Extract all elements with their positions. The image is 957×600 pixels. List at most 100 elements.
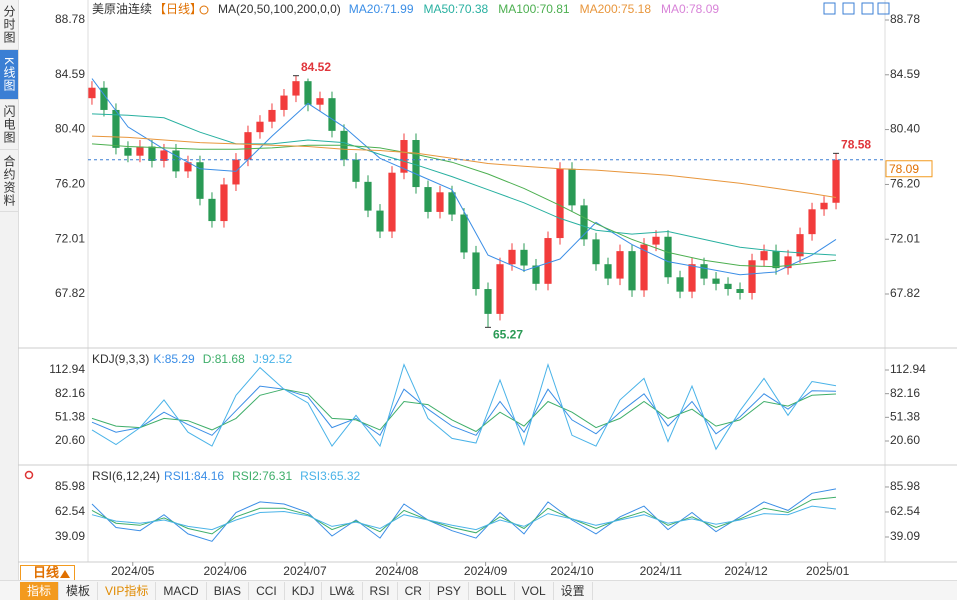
candle-body <box>244 132 252 160</box>
icon[interactable] <box>842 2 855 15</box>
chart: 2024/05 2024/06 2024/07 2024/08 2024/09 2024/… <box>18 0 957 578</box>
pane-title: RSI(6,12,24) <box>92 469 160 483</box>
candle-body <box>556 168 564 239</box>
ma-label: MA(20,50,100,200,0,0) <box>218 2 341 16</box>
y-tick-label: 88.78 <box>890 12 920 26</box>
indicator-toolbar: 指标 模板 VIP指标 MACD BIAS CCI KDJ LW& RSI CR PSY BOLL VO… <box>0 580 957 600</box>
x-tick-label: 2024/08 <box>375 564 419 578</box>
candle-body <box>292 81 300 96</box>
toolbar-tab[interactable]: 指标 <box>20 581 60 600</box>
candle-body <box>580 205 588 240</box>
candle-body <box>388 172 396 232</box>
extreme-label: 78.58 <box>841 138 871 152</box>
icon[interactable] <box>823 2 836 15</box>
legend-entry: MA20:71.99 <box>349 2 414 16</box>
toolbar-tab[interactable]: LW& <box>322 581 363 600</box>
sidebar: 分时图 K线图 闪电图 合约资料 <box>0 0 19 580</box>
candle-body <box>436 192 444 212</box>
candle-body <box>532 265 540 284</box>
y-tick-label: 85.98 <box>55 479 85 493</box>
candle-body <box>304 81 312 105</box>
series-line <box>91 78 837 276</box>
x-tick-label: 2024/09 <box>464 564 508 578</box>
toolbar-tab[interactable]: RSI <box>363 581 398 600</box>
legend-entry: MA0:78.09 <box>661 2 719 16</box>
toolbar-tab[interactable]: BOLL <box>469 581 515 600</box>
series-line <box>91 505 837 531</box>
candle-body <box>820 202 828 210</box>
candle-body <box>676 277 684 292</box>
candle-body <box>328 98 336 131</box>
candle-body <box>256 121 264 133</box>
series-line <box>91 488 837 542</box>
y-tick-label: 76.20 <box>55 177 85 191</box>
settings-icon[interactable] <box>24 470 34 480</box>
extreme-label: 65.27 <box>493 328 523 342</box>
y-tick-label: 62.54 <box>55 504 85 518</box>
candle-body <box>364 181 372 211</box>
legend-entry: D:81.68 <box>203 352 245 366</box>
y-tick-label: 85.98 <box>890 479 920 493</box>
sidebar-tab[interactable]: 分时图 <box>0 0 18 50</box>
toolbar-tab[interactable]: KDJ <box>285 581 323 600</box>
candle-body <box>544 238 552 284</box>
pane-title: KDJ(9,3,3) <box>92 352 149 366</box>
y-tick-label: 80.40 <box>890 122 920 136</box>
y-tick-label: 112.94 <box>890 362 926 376</box>
toolbar-tab[interactable]: MACD <box>156 581 207 600</box>
candle-body <box>172 150 180 172</box>
candle-body <box>460 214 468 253</box>
candle-body <box>220 184 228 222</box>
candle-body <box>604 264 612 279</box>
candle-body <box>736 289 744 293</box>
candle-body <box>124 147 132 156</box>
y-tick-label: 76.20 <box>890 177 920 191</box>
toolbar-tab[interactable]: BIAS <box>207 581 250 600</box>
series-line <box>91 143 837 268</box>
legend-entry: MA200:75.18 <box>580 2 652 16</box>
series-line <box>91 362 837 451</box>
candle-body <box>628 251 636 291</box>
candle-body <box>616 251 624 279</box>
x-tick-label: 2024/05 <box>111 564 155 578</box>
candle-body <box>520 249 528 266</box>
extreme-label: 84.52 <box>301 60 331 74</box>
sidebar-tab[interactable]: K线图 <box>0 50 18 100</box>
icon[interactable] <box>877 2 890 15</box>
legend-entry: RSI2:76.31 <box>232 469 292 483</box>
candle-body <box>316 98 324 105</box>
legend-entry: MA100:70.81 <box>498 2 570 16</box>
y-tick-label: 39.09 <box>55 529 85 543</box>
y-tick-label: 67.82 <box>890 286 920 300</box>
y-tick-label: 80.40 <box>55 122 85 136</box>
sidebar-tab[interactable]: 闪电图 <box>0 100 18 150</box>
candle-body <box>424 187 432 212</box>
add-icon[interactable] <box>199 5 209 15</box>
toolbar-tab[interactable]: PSY <box>430 581 469 600</box>
candle-body <box>748 260 756 293</box>
candle-body <box>100 87 108 110</box>
period: 【日线】 <box>154 2 202 16</box>
series-line <box>91 388 837 433</box>
candle-body <box>640 244 648 291</box>
legend-entry: MA50:70.38 <box>424 2 489 16</box>
candle-body <box>772 251 780 269</box>
period-selector[interactable]: 日线 <box>20 565 75 581</box>
x-tick-label: 2024/06 <box>203 564 247 578</box>
icon[interactable] <box>861 2 874 15</box>
toolbar-tab[interactable]: CR <box>398 581 430 600</box>
toolbar-tab[interactable]: VOL <box>515 581 554 600</box>
toolbar-tab[interactable]: CCI <box>249 581 285 600</box>
candle-body <box>352 159 360 182</box>
sidebar-tab[interactable]: 合约资料 <box>0 150 18 212</box>
toolbar-tab[interactable]: 设置 <box>554 581 593 600</box>
y-tick-label: 72.01 <box>55 231 85 245</box>
legend-entry: J:92.52 <box>253 352 293 366</box>
current-price-tag <box>885 160 933 178</box>
candle-body <box>712 278 720 284</box>
y-tick-label: 88.78 <box>55 12 85 26</box>
toolbar-tab[interactable]: VIP指标 <box>98 581 157 600</box>
legend-entry: RSI3:65.32 <box>300 469 360 483</box>
candle-body <box>160 150 168 161</box>
toolbar-tab[interactable]: 模板 <box>59 581 99 600</box>
